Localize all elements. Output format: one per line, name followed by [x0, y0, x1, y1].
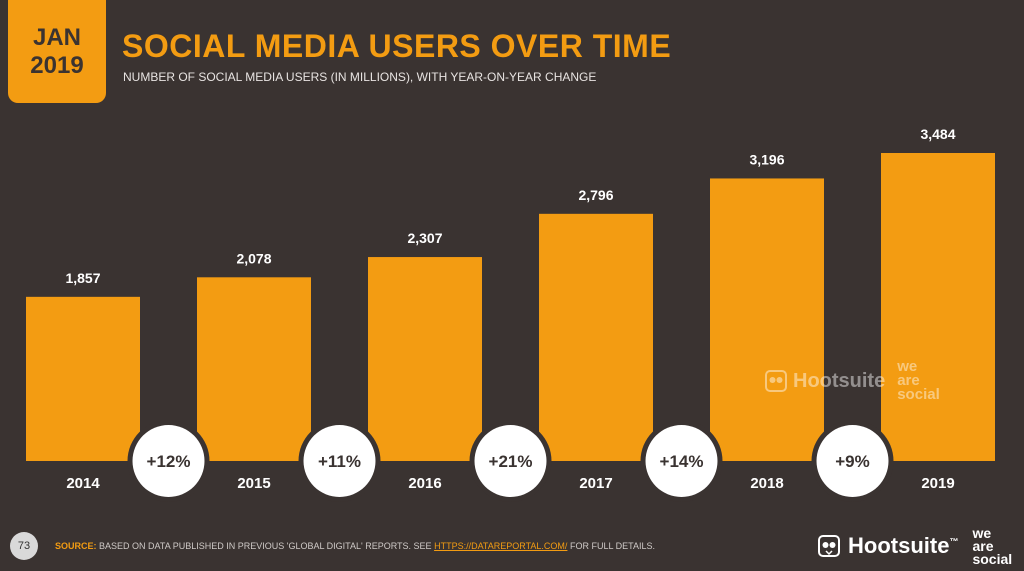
yoy-circle-1 [303, 425, 376, 497]
yoy-label-3: +14% [660, 452, 704, 471]
x-tick-label-2019: 2019 [921, 475, 954, 492]
value-label-2014: 1,857 [65, 270, 100, 286]
value-label-2016: 2,307 [407, 230, 442, 246]
page-number: 73 [10, 532, 38, 560]
date-badge: JAN 2019 [8, 0, 106, 103]
brand-logos: Hootsuite™ we are social [818, 524, 1012, 568]
badge-year: 2019 [30, 51, 84, 79]
watermark-hootsuite: Hootsuite [793, 369, 886, 392]
x-tick-label-2018: 2018 [750, 475, 783, 492]
value-label-2019: 3,484 [920, 126, 955, 142]
source-label: SOURCE: [55, 541, 97, 551]
badge-month: JAN [32, 23, 81, 51]
watermark: Hootsuite we are social [765, 358, 940, 403]
hootsuite-owl-icon [818, 535, 840, 557]
watermark-we-are-social: we are social [897, 358, 940, 403]
source-text: BASED ON DATA PUBLISHED IN PREVIOUS 'GLO… [99, 541, 432, 551]
value-label-2017: 2,796 [578, 187, 613, 203]
yoy-circle-3 [645, 425, 718, 497]
owl-icon [765, 370, 787, 392]
x-tick-label-2014: 2014 [66, 475, 100, 492]
yoy-label-4: +9% [835, 452, 870, 471]
yoy-label-2: +21% [489, 452, 533, 471]
yoy-circle-2 [474, 425, 547, 497]
source-note: SOURCE: BASED ON DATA PUBLISHED IN PREVI… [55, 541, 655, 551]
yoy-label-0: +12% [147, 452, 191, 471]
value-label-2015: 2,078 [236, 250, 271, 266]
yoy-circle-0 [132, 425, 205, 497]
yoy-label-1: +11% [318, 452, 361, 471]
bar-2014 [26, 296, 140, 461]
hootsuite-logo: Hootsuite™ [848, 533, 959, 558]
x-tick-label-2017: 2017 [579, 475, 612, 492]
x-tick-label-2015: 2015 [237, 475, 270, 492]
bar-2017 [539, 213, 653, 461]
bar-2016 [368, 257, 482, 461]
bar-2018 [710, 178, 824, 461]
footer: 73 SOURCE: BASED ON DATA PUBLISHED IN PR… [0, 520, 1024, 571]
bar-2015 [197, 277, 311, 461]
page-subtitle: NUMBER OF SOCIAL MEDIA USERS (IN MILLION… [123, 70, 597, 84]
bar-2019 [881, 153, 995, 461]
x-tick-label-2016: 2016 [408, 475, 441, 492]
we-are-social-logo: we are social [972, 524, 1013, 567]
source-link[interactable]: HTTPS://DATAREPORTAL.COM/ [434, 541, 568, 551]
value-label-2018: 3,196 [749, 151, 784, 167]
source-suffix: FOR FULL DETAILS. [569, 541, 655, 551]
yoy-circle-4 [816, 425, 889, 497]
bar-chart: 1,857 2014 2,078 2015 2,307 2016 2,796 2017 3,19… [26, 126, 995, 497]
page-title: SOCIAL MEDIA USERS OVER TIME [122, 28, 672, 64]
